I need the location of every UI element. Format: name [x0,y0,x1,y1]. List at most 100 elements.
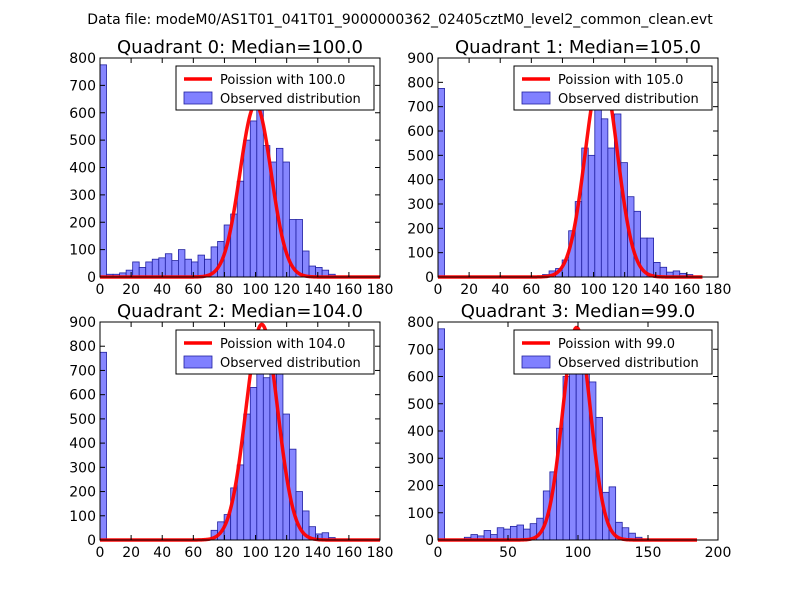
x-tick-label: 180 [367,282,394,298]
x-tick-label: 0 [96,545,105,561]
x-tick-label: 80 [554,282,572,298]
histogram-bar [496,527,505,541]
legend-observed-label: Observed distribution [220,92,361,107]
x-tick-label: 60 [184,282,202,298]
histogram-bar [132,261,140,278]
x-tick-label: 100 [242,282,269,298]
y-tick-label: 300 [407,451,434,467]
y-tick-label: 500 [407,148,434,164]
histogram-bar [594,103,602,278]
x-tick-label: 60 [184,545,202,561]
x-tick-label: 140 [642,282,669,298]
y-tick-label: 0 [87,533,96,549]
histogram-bar [249,120,258,278]
panel-quadrant-2: 0 20 40 60 80 100 120 140 160 1800100200300400500… [69,301,393,561]
x-tick-label: 120 [273,545,300,561]
x-tick-label: 80 [216,545,234,561]
histogram-bar [177,249,186,278]
y-tick-label: 600 [407,124,434,140]
y-tick-label: 900 [69,315,96,331]
x-tick-label: 50 [499,545,517,561]
y-tick-label: 200 [69,215,96,231]
y-tick-label: 800 [407,75,434,91]
figure-suptitle: Data file: modeM0/AS1T01_041T01_90000003… [87,12,713,28]
x-tick-label: 40 [491,282,509,298]
axes-frame [99,321,381,541]
y-tick-label: 100 [69,243,96,259]
histogram-bar [600,118,609,278]
y-tick-label: 100 [407,246,434,262]
x-tick-label: 100 [580,282,607,298]
y-tick-label: 0 [425,270,434,286]
x-tick-label: 40 [153,282,171,298]
histogram-bar [243,139,251,278]
histogram-bar [262,377,271,541]
chart-title: Quadrant 2: Median=104.0 [117,301,363,322]
histogram-bar [575,347,584,541]
axes-frame [437,57,719,278]
x-tick-label: 120 [611,282,638,298]
x-tick-label: 140 [304,282,331,298]
y-tick-label: 200 [407,221,434,237]
panel-quadrant-3: 0 50 100 150 200 0 100 200 300 400 500 600 700 800 Qua… [407,301,731,561]
histogram-bar [99,351,107,541]
y-tick-label: 0 [425,533,434,549]
y-tick-label: 400 [407,424,434,440]
y-tick-label: 800 [69,339,96,355]
chart-title: Quadrant 3: Median=99.0 [461,301,696,322]
x-tick-label: 180 [367,545,394,561]
y-tick-label: 700 [407,342,434,358]
legend-observed-label: Observed distribution [220,356,361,371]
chart-title: Quadrant 0: Median=100.0 [117,37,363,58]
y-tick-label: 600 [407,370,434,386]
y-tick-label: 400 [69,436,96,452]
y-tick-label: 500 [69,412,96,428]
histogram-bar [99,64,107,278]
y-tick-label: 100 [407,506,434,522]
y-tick-label: 100 [69,509,96,525]
x-tick-label: 160 [674,282,701,298]
histogram-bar [437,328,445,541]
legend-observed-swatch [521,91,551,105]
x-tick-label: 120 [273,282,300,298]
x-tick-label: 150 [635,545,662,561]
histogram-bar [437,88,445,278]
histogram-bar [171,260,179,278]
histogram-bar [151,258,160,278]
histogram-bar [295,219,303,278]
histogram-bar [509,525,518,541]
legend-poisson-label: Poission with 105.0 [558,73,683,88]
x-tick-label: 20 [460,282,478,298]
x-tick-label: 60 [522,282,540,298]
histogram-bar [191,261,199,278]
legend-observed-label: Observed distribution [558,92,699,107]
y-tick-label: 800 [69,51,96,67]
histogram-bar [164,253,173,278]
y-tick-label: 700 [69,78,96,94]
x-tick-label: 200 [705,545,732,561]
legend-poisson-label: Poission with 104.0 [220,337,345,352]
y-tick-label: 500 [69,133,96,149]
x-tick-label: 0 [96,282,105,298]
x-tick-label: 180 [705,282,732,298]
legend-observed-swatch [183,355,213,369]
x-tick-label: 0 [434,282,443,298]
x-tick-label: 40 [153,545,171,561]
chart-title: Quadrant 1: Median=105.0 [455,37,701,58]
y-tick-label: 200 [69,485,96,501]
x-tick-label: 20 [122,282,140,298]
x-tick-label: 0 [434,545,443,561]
legend-observed-swatch [521,355,551,369]
legend-observed-swatch [183,91,213,105]
histogram-bar [587,154,596,278]
x-tick-label: 160 [336,545,363,561]
y-tick-label: 800 [407,315,434,331]
y-tick-label: 400 [69,161,96,177]
x-tick-label: 160 [336,282,363,298]
y-tick-label: 300 [69,460,96,476]
y-tick-label: 900 [407,51,434,67]
histogram-bar [646,237,654,278]
y-tick-label: 300 [69,188,96,204]
legend-poisson-label: Poission with 99.0 [558,337,675,352]
